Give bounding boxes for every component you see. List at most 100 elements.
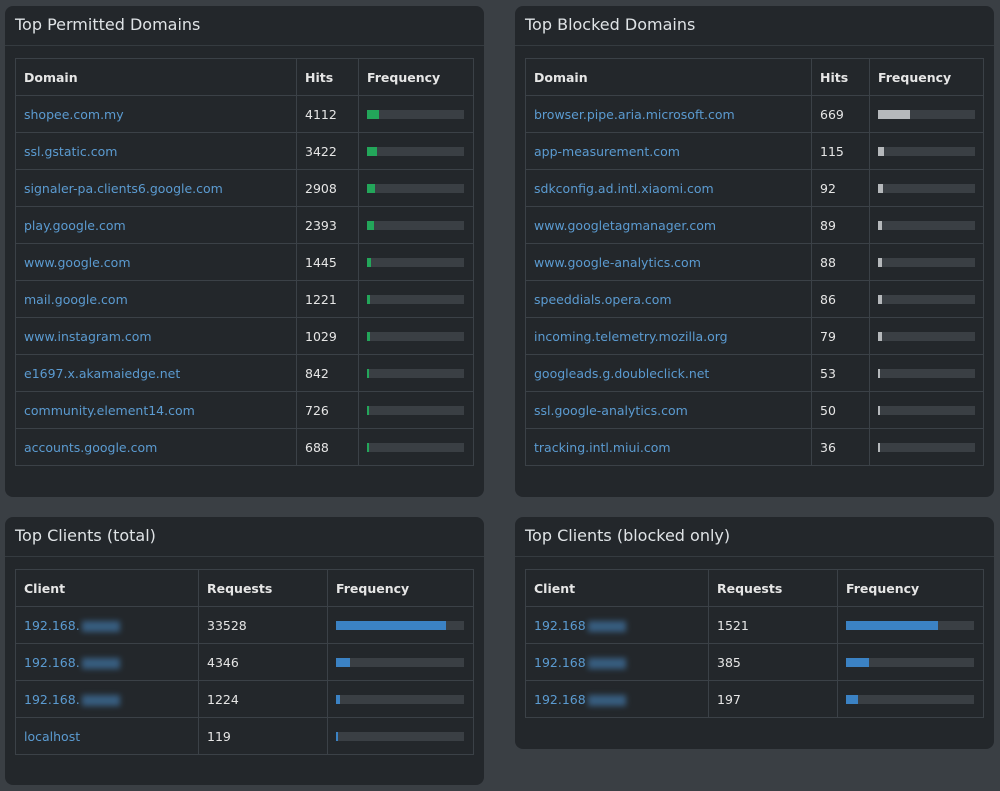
- table-header-row: Domain Hits Frequency: [15, 58, 474, 96]
- table-row: 192.168 1521: [525, 606, 984, 644]
- table-row: www.google-analytics.com 88: [525, 243, 984, 281]
- hits-value: 3422: [296, 132, 359, 170]
- frequency-bar-fill: [878, 405, 881, 415]
- table-row: 192.168. 1224: [15, 680, 474, 718]
- column-header-client[interactable]: Client: [15, 569, 199, 607]
- table-row: browser.pipe.aria.microsoft.com 669: [525, 95, 984, 133]
- hits-value: 1445: [296, 243, 359, 281]
- domain-link[interactable]: sdkconfig.ad.intl.xiaomi.com: [525, 169, 812, 207]
- frequency-cell: [358, 169, 474, 207]
- hits-value: 115: [811, 132, 870, 170]
- frequency-cell: [327, 606, 474, 644]
- frequency-bar-fill: [846, 694, 858, 704]
- client-link[interactable]: 192.168: [525, 680, 709, 718]
- column-header-domain[interactable]: Domain: [525, 58, 812, 96]
- clients-total-table: Client Requests Frequency 192.168. 33528 1…: [15, 569, 474, 755]
- frequency-bar-fill: [367, 368, 370, 378]
- table-row: speeddials.opera.com 86: [525, 280, 984, 318]
- frequency-bar-fill: [878, 331, 882, 341]
- domain-link[interactable]: mail.google.com: [15, 280, 297, 318]
- column-header-client[interactable]: Client: [525, 569, 709, 607]
- requests-value: 197: [708, 680, 838, 718]
- frequency-cell: [358, 95, 474, 133]
- table-row: 192.168. 33528: [15, 606, 474, 644]
- clients-blocked-table: Client Requests Frequency 192.168 1521 192…: [525, 569, 984, 718]
- table-row: play.google.com 2393: [15, 206, 474, 244]
- column-header-domain[interactable]: Domain: [15, 58, 297, 96]
- hits-value: 53: [811, 354, 870, 392]
- clients-total-panel: Top Clients (total) Client Requests Freq…: [5, 517, 484, 785]
- domain-link[interactable]: www.google.com: [15, 243, 297, 281]
- blocked-domains-panel: Top Blocked Domains Domain Hits Frequenc…: [515, 6, 994, 497]
- client-link[interactable]: 192.168.: [15, 680, 199, 718]
- frequency-cell: [358, 132, 474, 170]
- client-address: 192.168: [534, 691, 586, 707]
- column-header-requests[interactable]: Requests: [198, 569, 328, 607]
- client-address: 192.168.: [24, 691, 80, 707]
- client-address: 192.168.: [24, 617, 80, 633]
- domain-link[interactable]: e1697.x.akamaiedge.net: [15, 354, 297, 392]
- client-link[interactable]: 192.168.: [15, 643, 199, 681]
- table-header-row: Domain Hits Frequency: [525, 58, 984, 96]
- frequency-bar-fill: [878, 146, 884, 156]
- column-header-frequency[interactable]: Frequency: [837, 569, 984, 607]
- hits-value: 89: [811, 206, 870, 244]
- domain-link[interactable]: shopee.com.my: [15, 95, 297, 133]
- domain-link[interactable]: tracking.intl.miui.com: [525, 428, 812, 466]
- table-row: googleads.g.doubleclick.net 53: [525, 354, 984, 392]
- frequency-bar-fill: [367, 405, 369, 415]
- column-header-frequency[interactable]: Frequency: [327, 569, 474, 607]
- panel-title: Top Blocked Domains: [515, 6, 994, 46]
- frequency-cell: [327, 717, 474, 755]
- frequency-bar-fill: [367, 442, 369, 452]
- column-header-requests[interactable]: Requests: [708, 569, 838, 607]
- domain-link[interactable]: www.instagram.com: [15, 317, 297, 355]
- frequency-bar-fill: [878, 368, 881, 378]
- frequency-bar-fill: [336, 694, 340, 704]
- domain-link[interactable]: signaler-pa.clients6.google.com: [15, 169, 297, 207]
- column-header-hits[interactable]: Hits: [296, 58, 359, 96]
- domain-link[interactable]: speeddials.opera.com: [525, 280, 812, 318]
- table-row: 192.168 385: [525, 643, 984, 681]
- hits-value: 36: [811, 428, 870, 466]
- column-header-hits[interactable]: Hits: [811, 58, 870, 96]
- table-row: ssl.google-analytics.com 50: [525, 391, 984, 429]
- frequency-bar-track: [336, 731, 464, 741]
- frequency-cell: [869, 317, 984, 355]
- frequency-bar-fill: [846, 657, 870, 667]
- domain-link[interactable]: browser.pipe.aria.microsoft.com: [525, 95, 812, 133]
- requests-value: 1521: [708, 606, 838, 644]
- redacted-ip-blur: [587, 694, 626, 706]
- domain-link[interactable]: ssl.google-analytics.com: [525, 391, 812, 429]
- domain-link[interactable]: ssl.gstatic.com: [15, 132, 297, 170]
- frequency-bar-track: [878, 331, 975, 341]
- domain-link[interactable]: www.google-analytics.com: [525, 243, 812, 281]
- domain-link[interactable]: accounts.google.com: [15, 428, 297, 466]
- domain-link[interactable]: www.googletagmanager.com: [525, 206, 812, 244]
- hits-value: 1221: [296, 280, 359, 318]
- domain-link[interactable]: community.element14.com: [15, 391, 297, 429]
- table-row: ssl.gstatic.com 3422: [15, 132, 474, 170]
- client-link[interactable]: 192.168: [525, 606, 709, 644]
- client-link[interactable]: 192.168: [525, 643, 709, 681]
- frequency-bar-fill: [846, 620, 939, 630]
- redacted-ip-blur: [81, 694, 120, 706]
- table-row: www.google.com 1445: [15, 243, 474, 281]
- domain-link[interactable]: app-measurement.com: [525, 132, 812, 170]
- requests-value: 4346: [198, 643, 328, 681]
- frequency-bar-fill: [367, 220, 374, 230]
- column-header-frequency[interactable]: Frequency: [358, 58, 474, 96]
- domain-link[interactable]: googleads.g.doubleclick.net: [525, 354, 812, 392]
- domain-link[interactable]: play.google.com: [15, 206, 297, 244]
- frequency-bar-track: [336, 657, 464, 667]
- blocked-domains-table: Domain Hits Frequency browser.pipe.aria.…: [525, 58, 984, 466]
- frequency-cell: [837, 606, 984, 644]
- client-link[interactable]: localhost: [15, 717, 199, 755]
- domain-link[interactable]: incoming.telemetry.mozilla.org: [525, 317, 812, 355]
- frequency-bar-track: [367, 146, 464, 156]
- frequency-bar-track: [878, 146, 975, 156]
- frequency-bar-track: [367, 405, 464, 415]
- client-link[interactable]: 192.168.: [15, 606, 199, 644]
- column-header-frequency[interactable]: Frequency: [869, 58, 984, 96]
- table-row: app-measurement.com 115: [525, 132, 984, 170]
